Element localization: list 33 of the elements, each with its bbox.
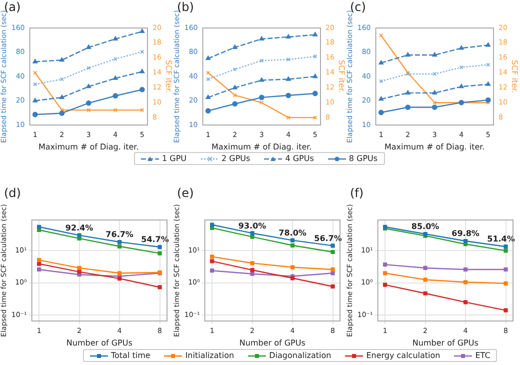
y2-axis-title: SCF iter.: [164, 60, 174, 94]
legend-label: Energy calculation: [366, 351, 440, 360]
legend-label: ETC: [475, 351, 490, 360]
chart-title: (a): [4, 0, 21, 14]
annotation: 85.0%: [411, 222, 440, 232]
annotation: 92.4%: [65, 223, 94, 232]
annotation: 78.0%: [278, 228, 306, 238]
x-axis-title: Number of GPUs: [239, 338, 306, 348]
chart-title: (e): [177, 186, 194, 200]
x-axis-title: Number of GPUs: [412, 338, 478, 348]
legend-label: Initialization: [185, 351, 234, 360]
chart-title: (f): [350, 186, 364, 200]
legend-label: Diagonalization: [269, 351, 332, 360]
annotation: 56.7%: [314, 234, 342, 243]
legend-label: Total time: [111, 351, 150, 360]
x-axis-title: Number of GPUs: [66, 338, 132, 348]
chart-title: (d): [4, 186, 21, 200]
x-axis-title: Maximum # of Diag. iter.: [384, 142, 485, 152]
legend-label: 2 GPUs: [222, 154, 250, 163]
annotation: 69.8%: [452, 229, 480, 238]
x-axis-title: Maximum # of Diag. iter.: [211, 142, 312, 152]
legend-label: 4 GPUs: [285, 154, 314, 163]
legend-label: 8 GPUs: [348, 154, 378, 163]
annotation: 76.7%: [106, 230, 134, 240]
annotation: 93.0%: [238, 221, 266, 230]
y2-axis-title: SCF iter.: [510, 60, 520, 94]
chart-title: (b): [177, 0, 194, 14]
x-axis-title: Maximum # of Diag. iter.: [38, 142, 139, 152]
annotation: 51.4%: [487, 234, 515, 244]
y2-axis-title: SCF iter.: [337, 60, 346, 94]
annotation: 54.7%: [141, 235, 169, 244]
legend-label: 1 GPU: [162, 154, 187, 163]
chart-title: (c): [350, 0, 366, 14]
